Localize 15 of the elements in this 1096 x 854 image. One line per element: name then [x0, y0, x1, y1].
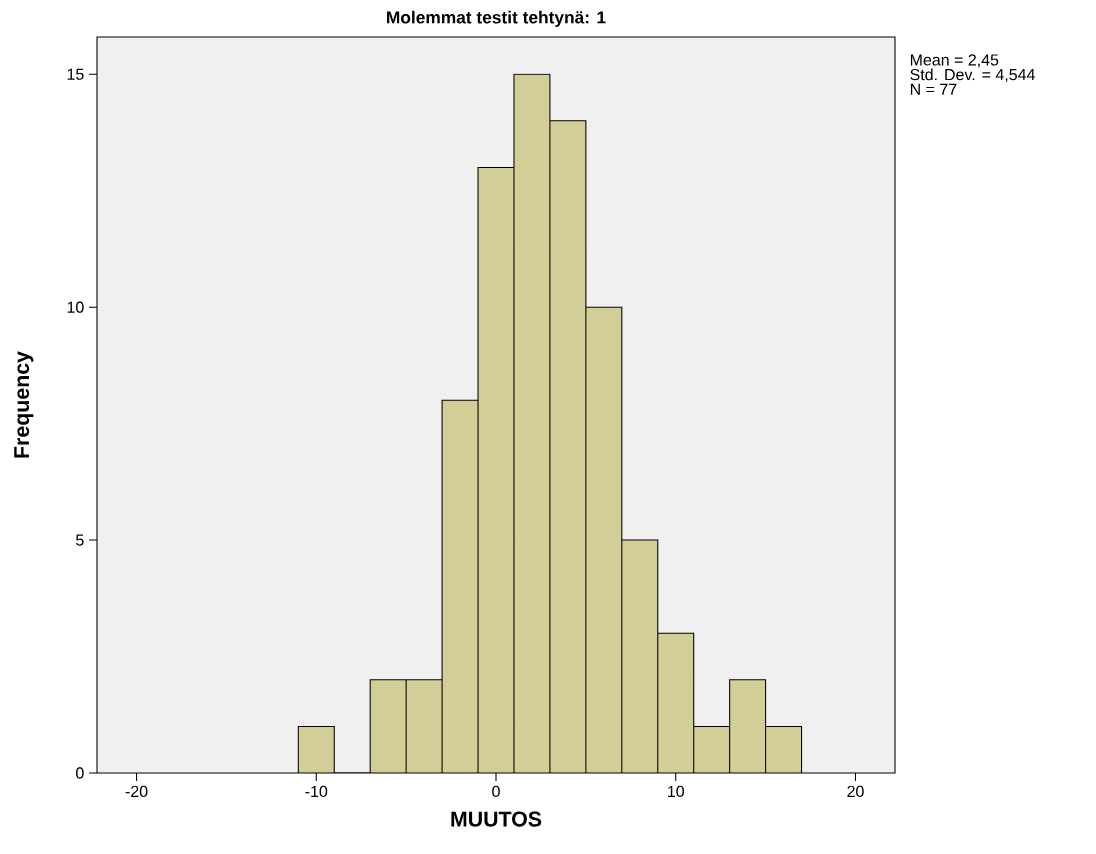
x-tick-label: -10 — [305, 785, 328, 798]
y-axis-title: Frequency — [14, 351, 34, 458]
y-tick-label: 15 — [67, 68, 84, 80]
x-tick-label: 0 — [492, 785, 500, 798]
y-tick-label: 10 — [67, 301, 84, 313]
text: Mean = 2,45 — [910, 54, 999, 68]
text: N = 77 — [910, 83, 957, 95]
x-axis-title: MUUTOS — [451, 811, 542, 827]
y-tick-label: 0 — [76, 767, 84, 779]
x-tick-label: 10 — [668, 785, 685, 798]
text: Std. Dev. = 4,544 — [910, 68, 1035, 83]
x-tick-label: 20 — [847, 785, 864, 798]
x-tick-label: -20 — [125, 785, 148, 798]
y-tick-label: 5 — [76, 534, 84, 546]
chart-title: Molemmat testit tehtynä: 1 — [387, 10, 606, 27]
